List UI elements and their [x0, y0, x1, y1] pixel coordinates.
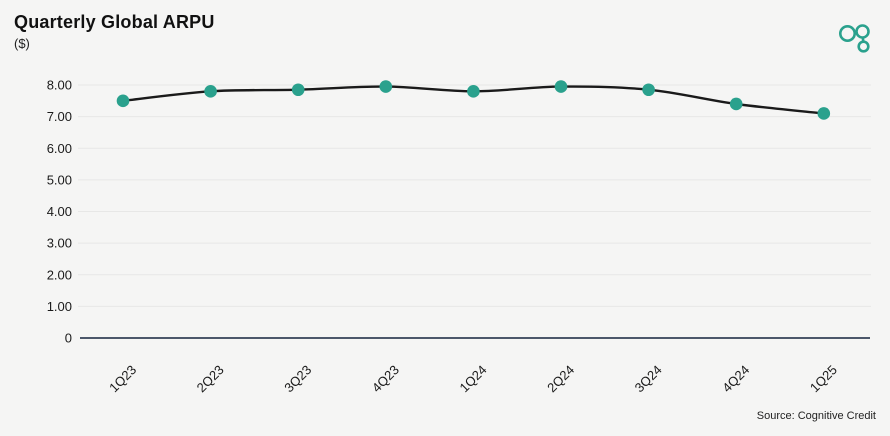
x-tick-label: 1Q24: [456, 362, 489, 395]
y-tick-label: 5.00: [47, 172, 72, 187]
cognitive-credit-logo-icon: [839, 24, 870, 53]
data-point-1Q25: [817, 107, 831, 120]
data-point-4Q24: [729, 97, 743, 111]
logo-circles: [839, 24, 870, 53]
y-tick-label: 4.00: [47, 204, 72, 219]
y-tick-label: 0: [65, 331, 72, 346]
x-tick-label: 3Q23: [281, 362, 314, 395]
data-point-4Q23: [379, 80, 393, 93]
data-point-1Q23: [116, 94, 130, 108]
y-tick-label: 8.00: [47, 78, 72, 93]
chart-header: Quarterly Global ARPU ($): [14, 12, 215, 51]
y-tick-label: 2.00: [47, 267, 72, 282]
source-attribution: Source: Cognitive Credit: [756, 410, 876, 422]
x-tick-label: 1Q25: [807, 362, 840, 395]
x-tick-label: 4Q24: [719, 362, 752, 395]
data-point-2Q23: [204, 85, 217, 98]
y-tick-label: 1.00: [47, 299, 72, 314]
chart-units-subtitle: ($): [14, 36, 30, 51]
y-tick-label: 7.00: [47, 109, 72, 124]
data-point-1Q24: [467, 85, 480, 98]
data-point-2Q24: [554, 80, 568, 93]
x-tick-label: 2Q24: [544, 362, 577, 395]
page-title: Quarterly Global ARPU: [14, 12, 215, 32]
data-point-3Q23: [291, 83, 305, 97]
x-tick-label: 2Q23: [194, 362, 227, 395]
x-tick-label: 4Q23: [369, 362, 402, 395]
y-tick-label: 6.00: [47, 141, 72, 156]
x-tick-label: 3Q24: [632, 362, 665, 395]
data-point-3Q24: [642, 83, 655, 97]
x-tick-label: 1Q23: [106, 362, 139, 395]
y-tick-label: 3.00: [47, 236, 72, 251]
